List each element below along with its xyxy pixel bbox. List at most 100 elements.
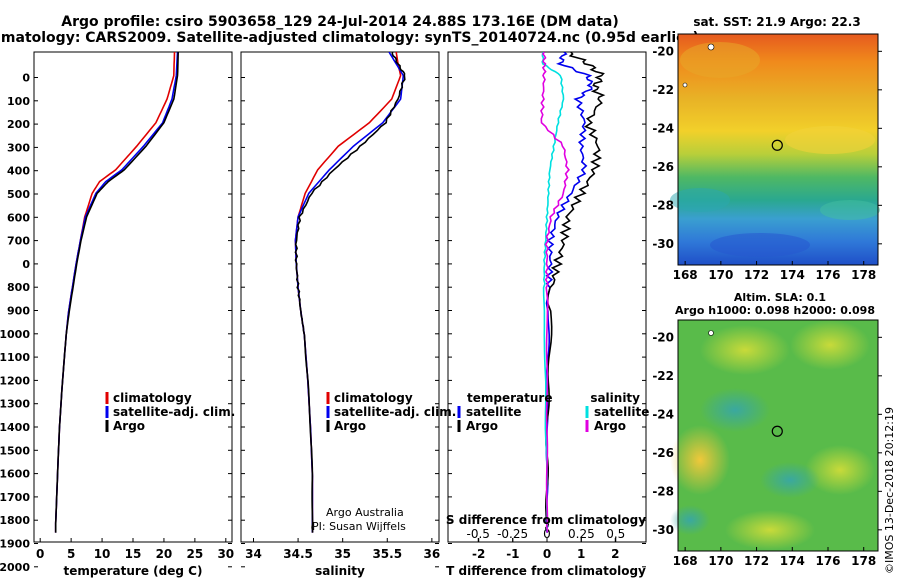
lon-tick-label: 176 (815, 554, 840, 568)
lat-tick-label: -28 (652, 484, 674, 498)
salinity-xlabel: salinity (315, 564, 365, 578)
x-tick-label: 25 (187, 547, 204, 561)
depth-tick-label: 200 (7, 118, 30, 131)
figure-title-line1: Argo profile: csiro 5903658_129 24-Jul-2… (61, 14, 619, 30)
x-tick-label: -0.5 (467, 527, 490, 541)
figure-title-line2: Climatology: CARS2009. Satellite-adjuste… (0, 30, 699, 46)
series-line-s-satellite (541, 52, 565, 533)
x-tick-label: 20 (156, 547, 173, 561)
x-tick-label: 35 (334, 547, 351, 561)
depth-tick-label: 1800 (0, 514, 30, 527)
s-difference-label: S difference from climatology (446, 513, 646, 527)
lon-tick-label: 168 (673, 554, 698, 568)
depth-tick-label: 1500 (0, 444, 30, 457)
lat-tick-label: -24 (652, 121, 674, 135)
depth-tick-label: 400 (7, 165, 30, 178)
depth-tick-label: 1000 (0, 328, 30, 341)
depth-tick-label: 0 (22, 258, 30, 271)
lon-tick-label: 172 (744, 554, 769, 568)
lon-tick-label: 174 (780, 268, 805, 282)
lon-tick-label: 178 (851, 268, 876, 282)
x-tick-label: 0.5 (606, 527, 625, 541)
legend-s-argo: Argo (594, 419, 626, 433)
lon-tick-label: 172 (744, 268, 769, 282)
depth-tick-label: 600 (7, 211, 30, 224)
x-tick-label: 15 (125, 547, 142, 561)
lon-tick-label: 176 (815, 268, 840, 282)
lon-tick-label: 170 (708, 268, 733, 282)
legend-climatology: climatology (113, 391, 192, 405)
lat-tick-label: -26 (652, 446, 674, 460)
depth-tick-label: 1200 (0, 374, 30, 387)
legend-satellite: satellite-adj. clim. (334, 405, 456, 419)
x-tick-label: 10 (94, 547, 111, 561)
island-marker (682, 82, 688, 88)
lat-tick-label: -24 (652, 407, 674, 421)
legend-t-satellite: satellite (466, 405, 521, 419)
credit-line2: PI: Susan Wijffels (312, 520, 406, 533)
legend-argo: Argo (113, 419, 145, 433)
x-tick-label: 35.5 (372, 547, 402, 561)
x-tick-label: 30 (217, 547, 234, 561)
depth-tick-label: 100 (7, 95, 30, 108)
x-tick-label: 0 (543, 547, 551, 561)
legend-t-argo: Argo (466, 419, 498, 433)
series-line-argo (54, 52, 179, 533)
sla-map-title1: Altim. SLA: 0.1 (734, 291, 826, 304)
sst-map-axes: 168 170 172 174 176 178 -20 -22 -24 -26 -28 -30 (652, 44, 882, 282)
x-tick-label: 34 (245, 547, 262, 561)
lat-tick-label: -22 (652, 83, 674, 97)
lat-tick-label: -28 (652, 198, 674, 212)
lat-tick-label: -20 (652, 330, 674, 344)
x-tick-label: 0.25 (568, 527, 595, 541)
float-position-marker (771, 139, 783, 151)
sst-map (670, 33, 880, 266)
float-position-marker (771, 425, 783, 437)
sla-map (670, 319, 879, 552)
lon-tick-label: 178 (851, 554, 876, 568)
depth-tick-label: 1400 (0, 421, 30, 434)
x-tick-label: -0.25 (497, 527, 528, 541)
x-tick-label: 5 (67, 547, 75, 561)
x-tick-label: 36 (424, 547, 441, 561)
x-tick-label: 34.5 (283, 547, 313, 561)
x-axes: 0 5 10 15 20 25 30 34 34.5 35 35.5 36 -2 -1 0 1 2 -0.5 -0.… (36, 527, 625, 561)
depth-tick-label: 800 (7, 281, 30, 294)
difference-xlabel: T difference from climatology (446, 564, 646, 578)
legend-argo: Argo (334, 419, 366, 433)
sst-map-frame (677, 33, 879, 266)
credit-line1: Argo Australia (326, 506, 404, 519)
island-marker (708, 330, 714, 336)
lon-tick-label: 168 (673, 268, 698, 282)
lat-tick-label: -26 (652, 160, 674, 174)
difference-legend: temperature satellite Argo salinity sate… (457, 391, 649, 433)
difference-series (540, 52, 606, 533)
temperature-plot-frame (33, 51, 233, 543)
lat-tick-label: -20 (652, 44, 674, 58)
salinity-series (294, 52, 406, 533)
depth-tick-label: 1900 (0, 538, 30, 551)
lat-tick-label: -30 (652, 523, 674, 537)
legend-salinity-title: salinity (590, 391, 640, 405)
legend-s-satellite: satellite (594, 405, 649, 419)
salinity-plot-frame (240, 51, 440, 543)
depth-axis: 0100200300400500600700080090010001100120… (0, 72, 646, 574)
legend-climatology: climatology (334, 391, 413, 405)
depth-tick-label: 500 (7, 188, 30, 201)
island-marker (707, 43, 715, 51)
depth-tick-label: 700 (7, 235, 30, 248)
sla-map-title2: Argo h1000: 0.098 h2000: 0.098 (675, 304, 875, 317)
depth-tick-label: 1600 (0, 468, 30, 481)
sla-map-axes: 168 170 172 174 176 178 -20 -22 -24 -26 -28 -30 (652, 330, 882, 568)
salinity-legend: climatology satellite-adj. clim. Argo (326, 391, 456, 433)
depth-tick-label: 300 (7, 141, 30, 154)
depth-tick-label: 2000 (0, 561, 30, 574)
x-tick-label: -2 (472, 547, 485, 561)
lon-tick-label: 174 (780, 554, 805, 568)
x-tick-label: 0 (36, 547, 44, 561)
lon-tick-label: 170 (708, 554, 733, 568)
temperature-series (54, 52, 179, 533)
depth-tick-label: 1700 (0, 491, 30, 504)
